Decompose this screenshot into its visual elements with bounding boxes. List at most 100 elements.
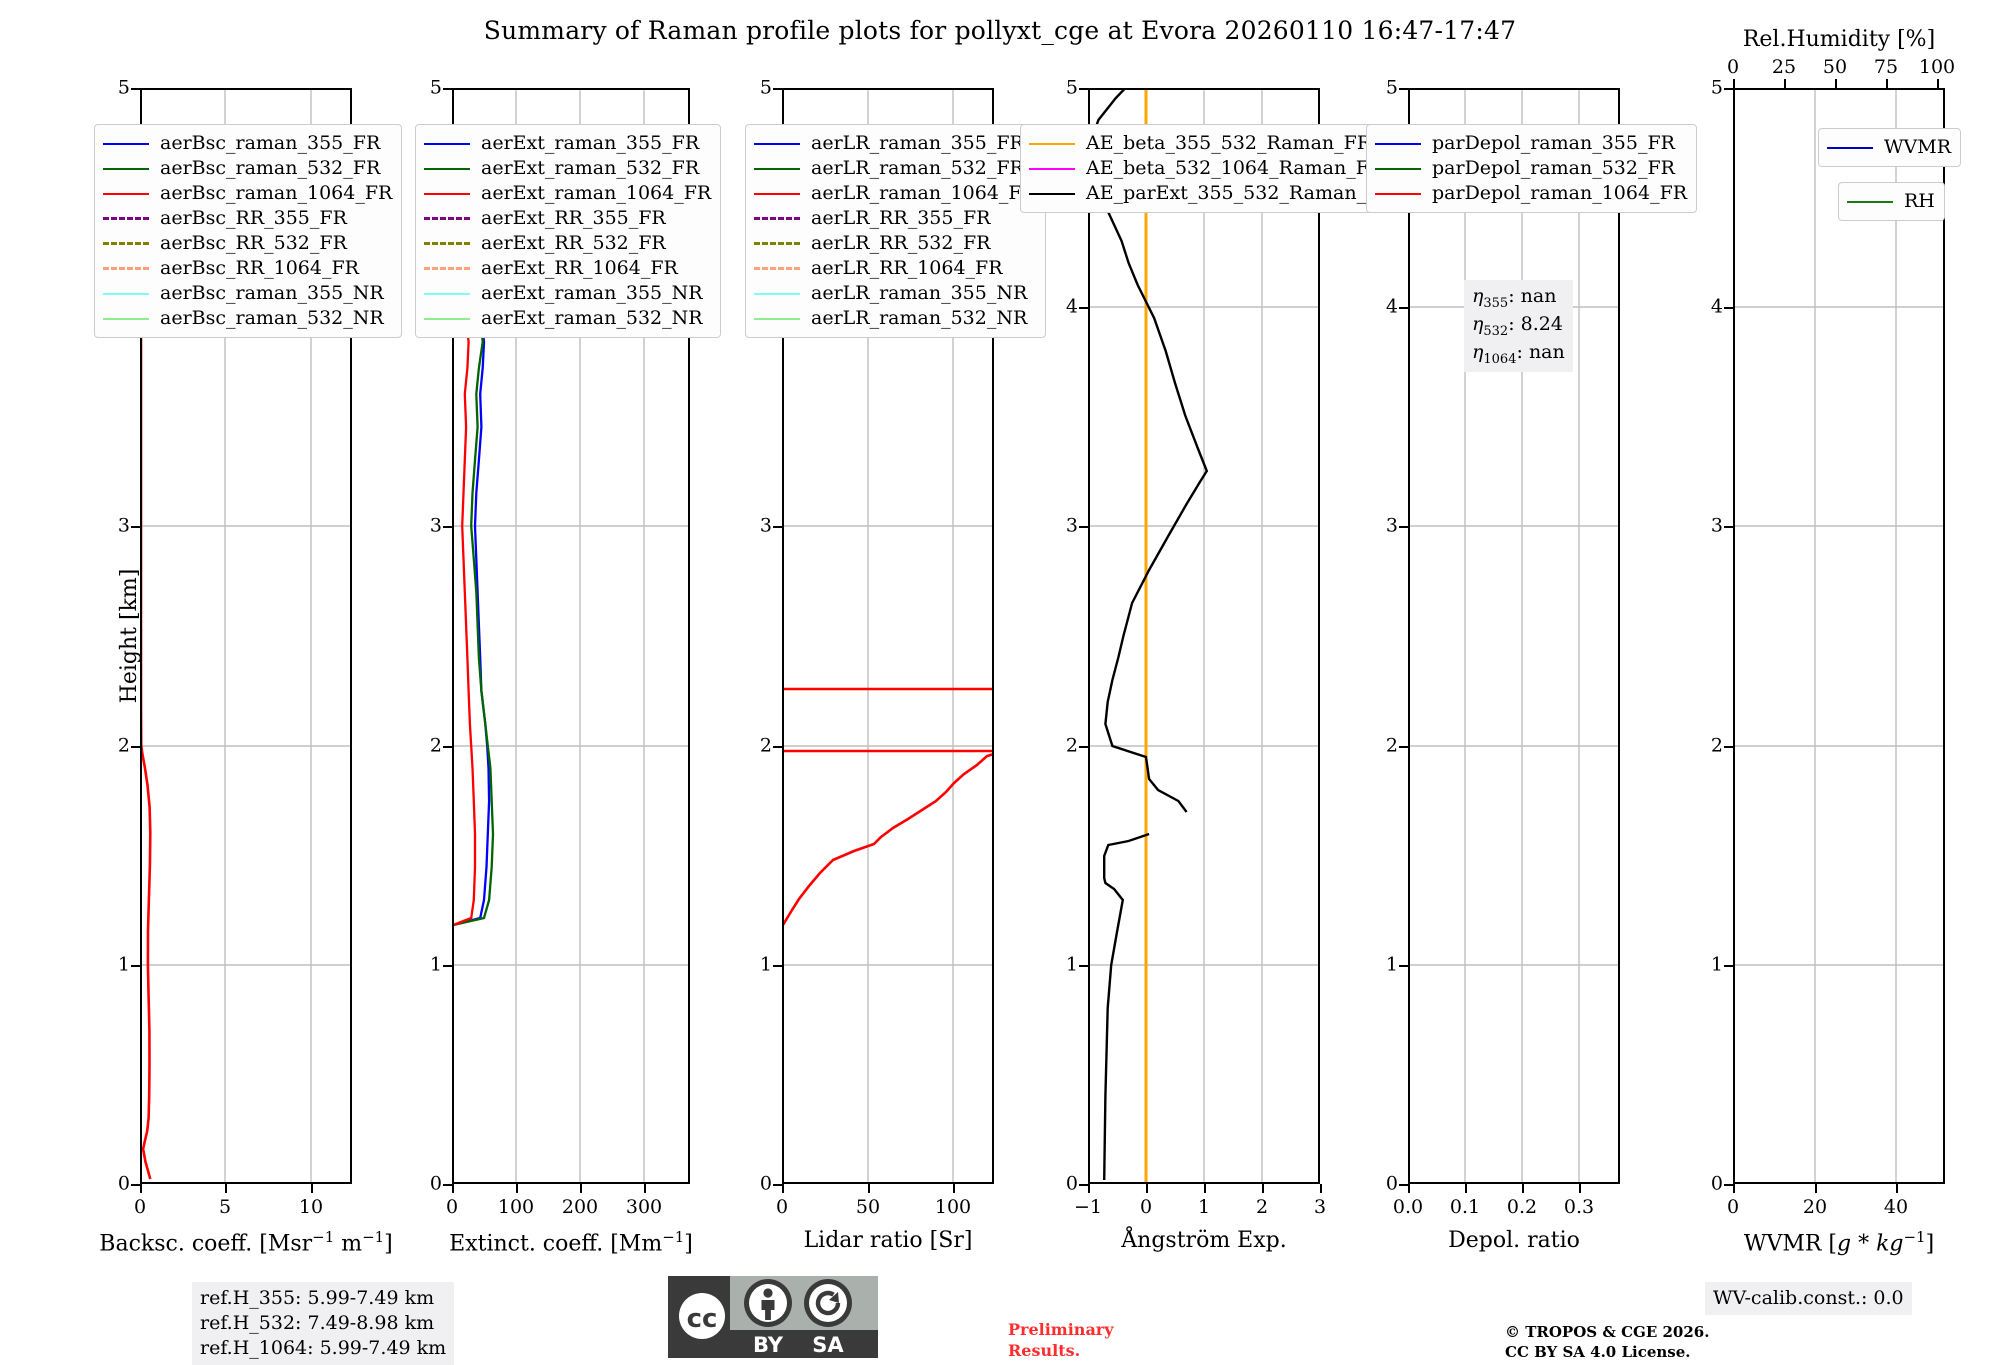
x-tick-label-1: 0 bbox=[1139, 1196, 1153, 1218]
legend-label: aerBsc_RR_355_FR bbox=[160, 207, 347, 229]
legend-item[interactable]: WVMR bbox=[1827, 135, 1951, 160]
x-tick-label-2: 40 bbox=[1883, 1196, 1909, 1218]
legend-label: aerExt_RR_355_FR bbox=[481, 207, 666, 229]
legend-item[interactable]: aerExt_raman_355_NR bbox=[424, 281, 711, 306]
legend-item[interactable]: parDepol_raman_355_FR bbox=[1375, 131, 1687, 156]
x-tick-top-2 bbox=[1835, 79, 1838, 88]
legend-item[interactable]: parDepol_raman_1064_FR bbox=[1375, 181, 1687, 206]
legend-label: aerLR_raman_1064_FR bbox=[811, 182, 1036, 204]
eta-value: nan bbox=[1520, 285, 1557, 307]
x-tick-2 bbox=[1896, 1184, 1899, 1193]
legend-item[interactable]: aerExt_RR_355_FR bbox=[424, 206, 711, 231]
x-tick-top-label-0: 0 bbox=[1726, 56, 1740, 78]
legend-item[interactable]: aerBsc_RR_1064_FR bbox=[103, 256, 392, 281]
x-tick-label-3: 2 bbox=[1255, 1196, 1269, 1218]
cc-license-badge: cc BY SA bbox=[668, 1276, 878, 1358]
x-tick-top-label-1: 25 bbox=[1771, 56, 1797, 78]
legend-item[interactable]: aerBsc_raman_1064_FR bbox=[103, 181, 392, 206]
legend-item[interactable]: parDepol_raman_532_FR bbox=[1375, 156, 1687, 181]
legend-depolarization[interactable]: parDepol_raman_355_FR parDepol_raman_532… bbox=[1366, 124, 1698, 213]
y-tick-label-5: 5 bbox=[429, 76, 442, 99]
legend-label: aerBsc_RR_532_FR bbox=[160, 232, 347, 254]
svg-text:SA: SA bbox=[812, 1333, 844, 1357]
y-tick-label-1: 1 bbox=[1385, 953, 1398, 976]
legend-rh[interactable]: RH bbox=[1838, 182, 1945, 221]
x-tick-1 bbox=[225, 1184, 228, 1193]
y-tick-label-3: 3 bbox=[1065, 514, 1078, 537]
legend-item[interactable]: aerExt_raman_355_FR bbox=[424, 131, 711, 156]
legend-item[interactable]: aerBsc_raman_355_FR bbox=[103, 131, 392, 156]
legend-item[interactable]: aerLR_RR_355_FR bbox=[754, 206, 1036, 231]
y-tick-label-2: 2 bbox=[1710, 734, 1723, 757]
x-tick-top-label-3: 75 bbox=[1873, 56, 1899, 78]
axes-frame-backscatter bbox=[140, 88, 352, 1184]
legend-item[interactable]: aerLR_raman_355_FR bbox=[754, 131, 1036, 156]
legend-swatch-icon bbox=[424, 267, 470, 270]
legend-backscatter[interactable]: aerBsc_raman_355_FR aerBsc_raman_532_FR … bbox=[94, 124, 403, 338]
legend-angstrom[interactable]: AE_beta_355_532_Raman_FR AE_beta_532_106… bbox=[1020, 124, 1404, 213]
legend-lidar-ratio[interactable]: aerLR_raman_355_FR aerLR_raman_532_FR ae… bbox=[745, 124, 1046, 338]
legend-item[interactable]: aerExt_raman_1064_FR bbox=[424, 181, 711, 206]
x-tick-label-0: 0 bbox=[775, 1196, 789, 1218]
legend-extinction[interactable]: aerExt_raman_355_FR aerExt_raman_532_FR … bbox=[415, 124, 722, 338]
legend-item[interactable]: aerExt_RR_1064_FR bbox=[424, 256, 711, 281]
copyright-note: © TROPOS & CGE 2026. CC BY SA 4.0 Licens… bbox=[1505, 1323, 1710, 1362]
y-tick-label-4: 4 bbox=[1065, 295, 1078, 318]
legend-item[interactable]: AE_beta_532_1064_Raman_FR bbox=[1029, 156, 1394, 181]
legend-item[interactable]: RH bbox=[1847, 189, 1935, 214]
legend-swatch-icon bbox=[754, 142, 800, 145]
x-tick-top-3 bbox=[1886, 79, 1889, 88]
figure-title: Summary of Raman profile plots for polly… bbox=[483, 16, 1517, 45]
legend-label: RH bbox=[1904, 190, 1935, 212]
x-tick-label-2: 1 bbox=[1197, 1196, 1211, 1218]
legend-item[interactable]: AE_parExt_355_532_Raman_FR bbox=[1029, 181, 1394, 206]
legend-item[interactable]: aerLR_raman_532_NR bbox=[754, 306, 1036, 331]
legend-item[interactable]: aerLR_RR_1064_FR bbox=[754, 256, 1036, 281]
legend-label: aerLR_raman_532_NR bbox=[811, 307, 1028, 329]
legend-item[interactable]: aerBsc_RR_532_FR bbox=[103, 231, 392, 256]
legend-item[interactable]: AE_beta_355_532_Raman_FR bbox=[1029, 131, 1394, 156]
legend-item[interactable]: aerBsc_RR_355_FR bbox=[103, 206, 392, 231]
legend-item[interactable]: aerLR_raman_532_FR bbox=[754, 156, 1036, 181]
legend-item[interactable]: aerBsc_raman_532_FR bbox=[103, 156, 392, 181]
x-tick-label-1: 20 bbox=[1802, 1196, 1828, 1218]
legend-item[interactable]: aerLR_RR_532_FR bbox=[754, 231, 1036, 256]
x-axis-title-angstrom: Ångström Exp. bbox=[1121, 1228, 1287, 1253]
y-tick-label-4: 4 bbox=[1385, 295, 1398, 318]
x-tick-label-0: 0.0 bbox=[1392, 1196, 1424, 1218]
legend-item[interactable]: aerLR_raman_1064_FR bbox=[754, 181, 1036, 206]
legend-label: aerExt_raman_355_FR bbox=[481, 132, 700, 154]
y-tick-4 bbox=[1724, 307, 1733, 310]
x-tick-label-4: 3 bbox=[1313, 1196, 1327, 1218]
angstrom-curves bbox=[1088, 88, 1320, 1184]
legend-item[interactable]: aerBsc_raman_532_NR bbox=[103, 306, 392, 331]
y-tick-4 bbox=[1399, 307, 1408, 310]
legend-item[interactable]: aerExt_raman_532_NR bbox=[424, 306, 711, 331]
axes-frame-extinction bbox=[452, 88, 690, 1184]
legend-label: parDepol_raman_355_FR bbox=[1432, 132, 1675, 154]
legend-label: AE_beta_532_1064_Raman_FR bbox=[1086, 157, 1384, 179]
x-tick-label-0: −1 bbox=[1073, 1196, 1103, 1218]
legend-label: aerLR_RR_1064_FR bbox=[811, 257, 1003, 279]
legend-item[interactable]: aerLR_raman_355_NR bbox=[754, 281, 1036, 306]
x-tick-1 bbox=[1465, 1184, 1468, 1193]
legend-label: aerLR_RR_532_FR bbox=[811, 232, 991, 254]
legend-label: aerLR_raman_532_FR bbox=[811, 157, 1024, 179]
legend-swatch-icon bbox=[424, 317, 470, 320]
eta-value: 8.24 bbox=[1520, 312, 1563, 335]
y-tick-label-3: 3 bbox=[1385, 514, 1398, 537]
legend-item[interactable]: aerExt_RR_532_FR bbox=[424, 231, 711, 256]
legend-wvmr[interactable]: WVMR bbox=[1818, 128, 1962, 167]
y-tick-label-5: 5 bbox=[117, 76, 130, 99]
x-tick-label-2: 200 bbox=[561, 1196, 599, 1218]
legend-swatch-icon bbox=[424, 167, 470, 170]
x-tick-label-0: 0 bbox=[133, 1196, 147, 1218]
y-tick-2 bbox=[1724, 746, 1733, 749]
axes-frame-wvmr bbox=[1733, 88, 1945, 1184]
legend-item[interactable]: aerBsc_raman_355_NR bbox=[103, 281, 392, 306]
legend-item[interactable]: aerExt_raman_532_FR bbox=[424, 156, 711, 181]
x-tick-1 bbox=[516, 1184, 519, 1193]
y-tick-1 bbox=[443, 965, 452, 968]
y-tick-label-2: 2 bbox=[1065, 734, 1078, 757]
x-tick-2 bbox=[1522, 1184, 1525, 1193]
